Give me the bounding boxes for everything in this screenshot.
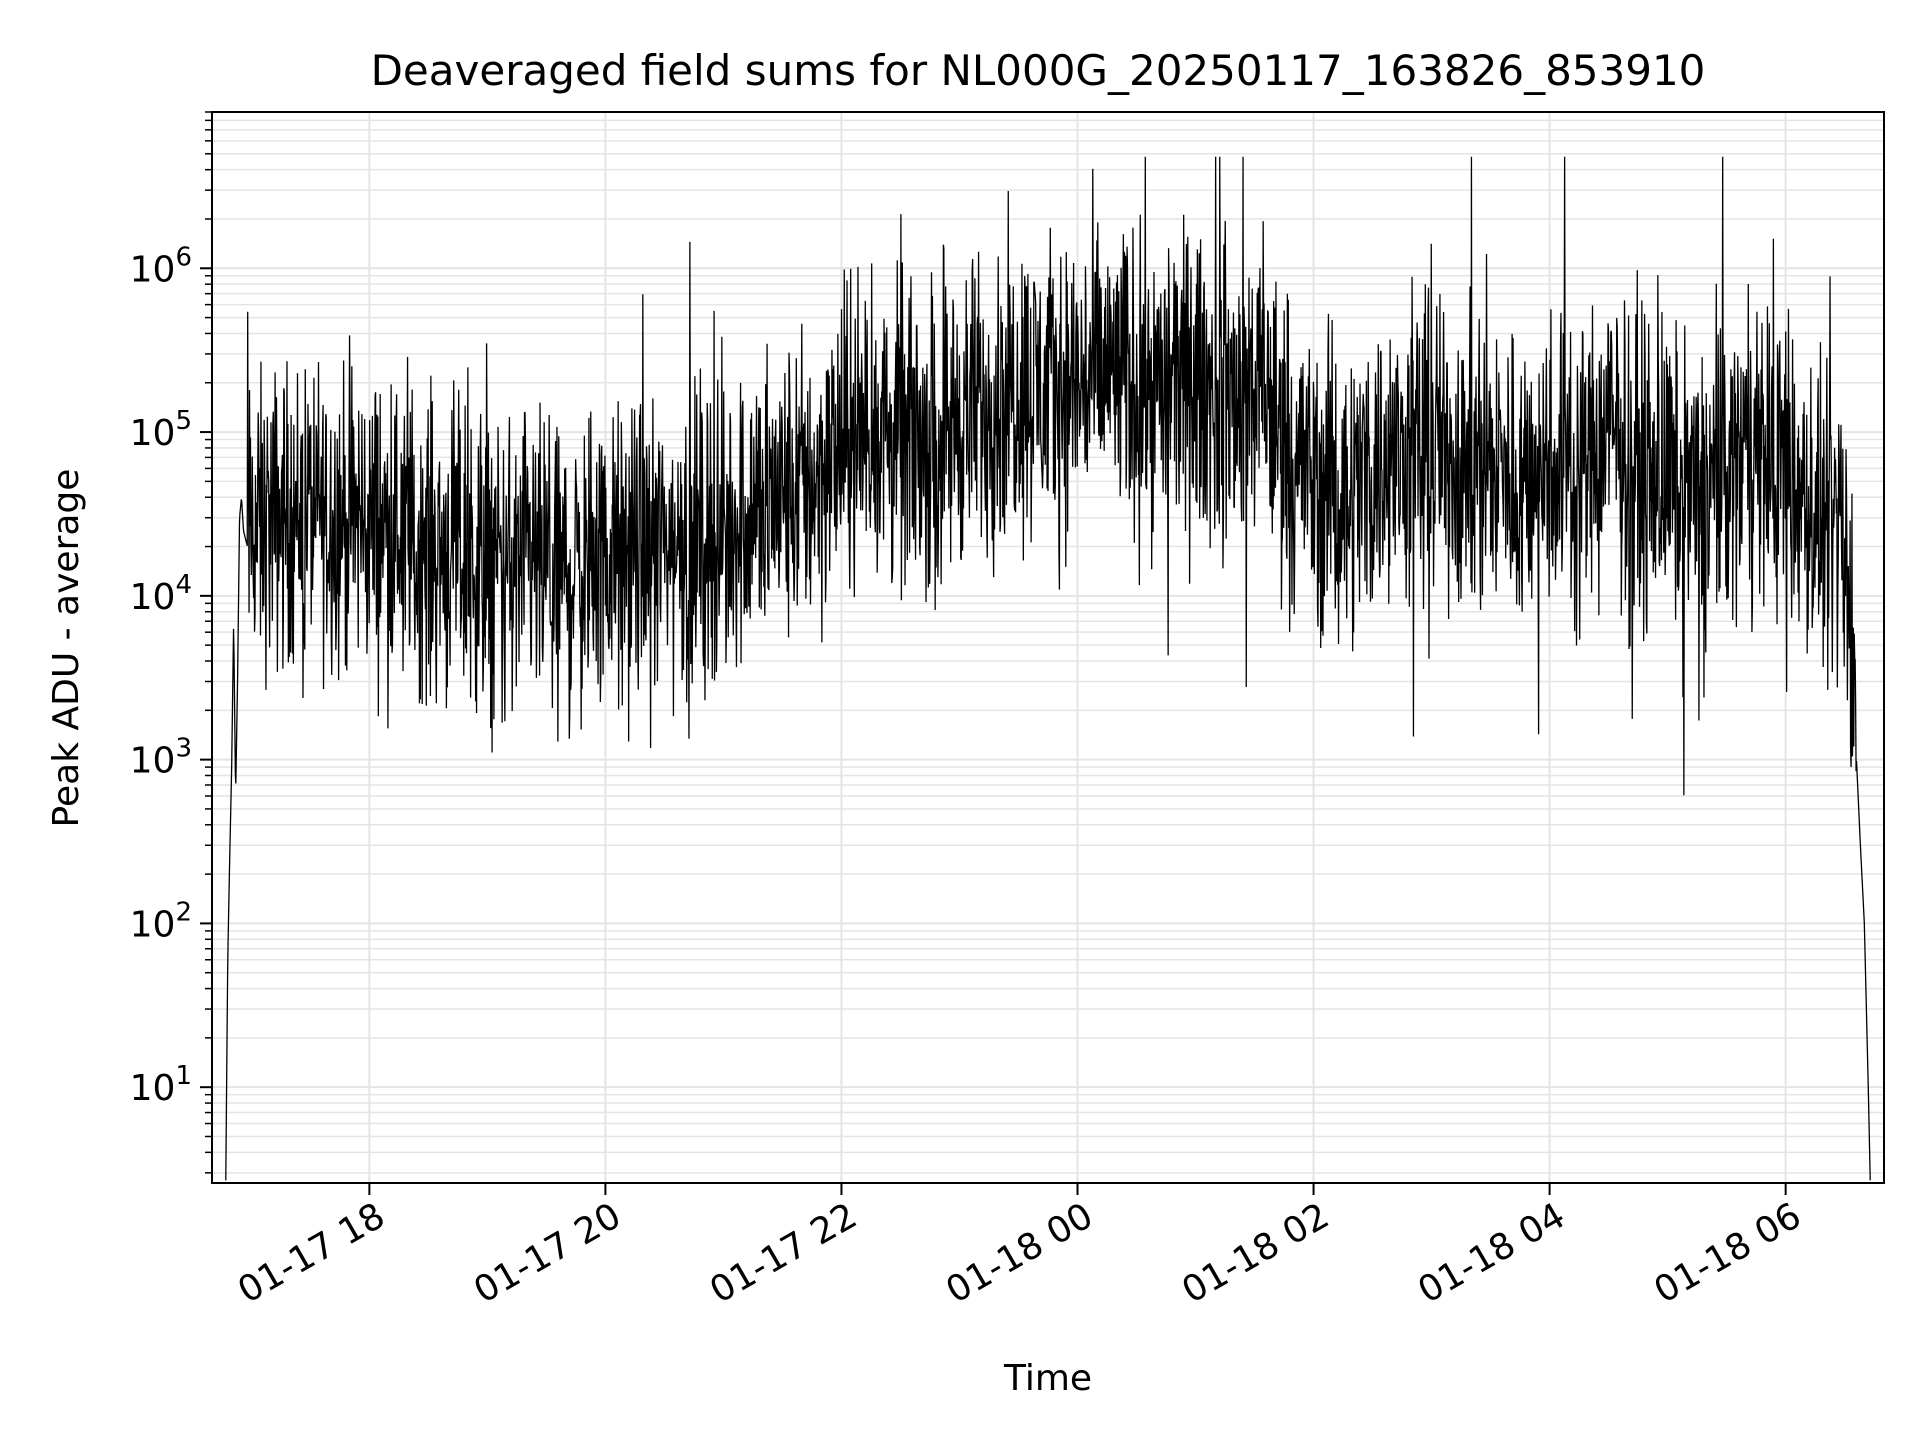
plot-area xyxy=(225,156,1871,1181)
x-tick-label: 01-17 18 xyxy=(231,1195,392,1311)
y-axis: 101 102 103 104 105 106 xyxy=(130,111,212,1174)
y-tick-label: 105 xyxy=(130,406,192,454)
x-tick-label: 01-18 02 xyxy=(1175,1195,1336,1311)
chart-title: Deaveraged field sums for NL000G_2025011… xyxy=(371,46,1706,95)
x-tick-label: 01-17 20 xyxy=(467,1195,628,1311)
y-axis-label: Peak ADU - average xyxy=(46,469,87,828)
x-axis: 01-17 18 01-17 20 01-17 22 01-18 00 01-18 02… xyxy=(231,1183,1808,1312)
x-tick-label: 01-18 06 xyxy=(1647,1195,1808,1311)
y-tick-label: 101 xyxy=(130,1061,192,1109)
y-tick-label: 102 xyxy=(130,897,192,945)
y-tick-label: 104 xyxy=(130,570,192,618)
y-tick-label: 106 xyxy=(130,242,192,290)
axes-frame xyxy=(211,111,1885,1184)
series-line xyxy=(225,156,1871,1181)
x-tick-label: 01-18 04 xyxy=(1411,1195,1572,1311)
x-axis-label: Time xyxy=(1003,1358,1092,1399)
x-tick-label: 01-18 00 xyxy=(939,1195,1100,1311)
y-tick-label: 103 xyxy=(130,734,192,782)
grid xyxy=(212,111,1884,1183)
x-tick-label: 01-17 22 xyxy=(703,1195,864,1311)
